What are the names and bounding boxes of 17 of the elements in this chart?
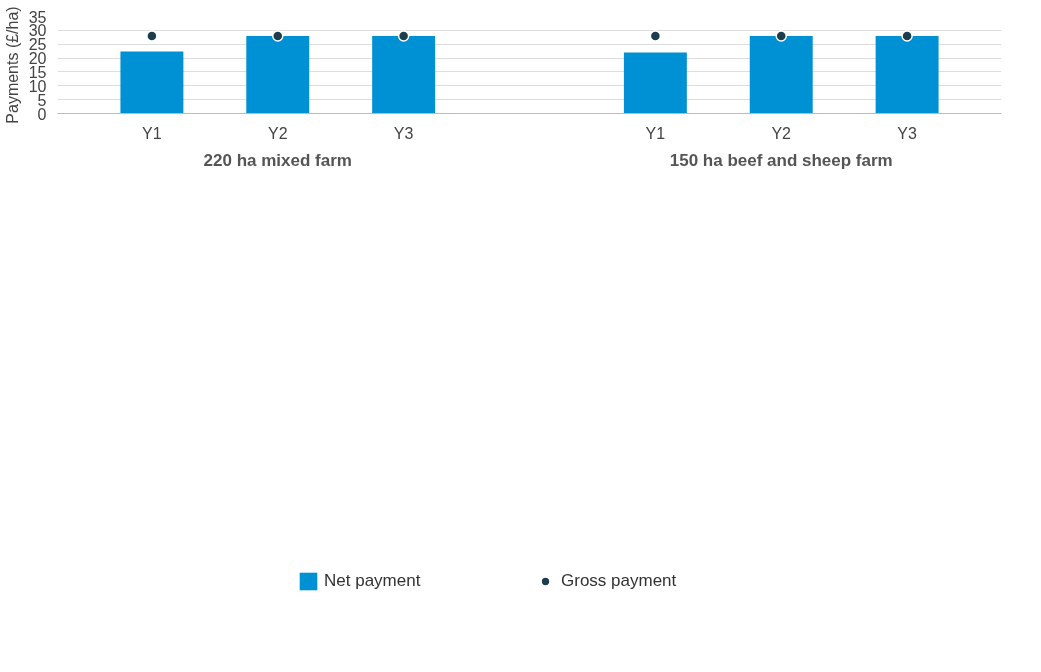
legend-label: Gross payment: [561, 570, 678, 593]
y-axis-title: Payments (£/ha): [3, 6, 21, 124]
x-tick-label: Y3: [897, 124, 917, 142]
bar: [875, 35, 939, 114]
bar: [623, 52, 687, 114]
x-tick-label: Y2: [771, 124, 792, 142]
bar: [372, 35, 436, 114]
x-tick-label: Y2: [267, 124, 288, 142]
text: 150 ha beef and sheep farm: [669, 150, 893, 170]
text: 220 ha mixed farm: [203, 150, 352, 170]
x-tick-label: Y1: [142, 124, 162, 142]
legend-label: Net payment: [324, 570, 422, 593]
x-tick-label: Y1: [645, 124, 666, 142]
bar: [749, 35, 813, 114]
bar: [120, 51, 184, 114]
x-tick-label: Y3: [393, 124, 414, 142]
bar: [246, 35, 310, 114]
